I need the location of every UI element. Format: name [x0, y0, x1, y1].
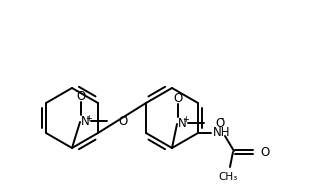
- Text: O: O: [260, 145, 269, 158]
- Text: O: O: [173, 92, 183, 105]
- Text: +: +: [182, 115, 189, 124]
- Text: +: +: [85, 113, 92, 123]
- Text: O: O: [76, 89, 86, 102]
- Text: O: O: [215, 116, 224, 129]
- Text: N: N: [81, 115, 90, 127]
- Text: O: O: [118, 115, 127, 127]
- Text: -: -: [123, 113, 126, 121]
- Text: N: N: [178, 116, 187, 129]
- Text: NH: NH: [213, 126, 230, 140]
- Text: CH₃: CH₃: [218, 172, 237, 182]
- Text: -: -: [220, 115, 224, 124]
